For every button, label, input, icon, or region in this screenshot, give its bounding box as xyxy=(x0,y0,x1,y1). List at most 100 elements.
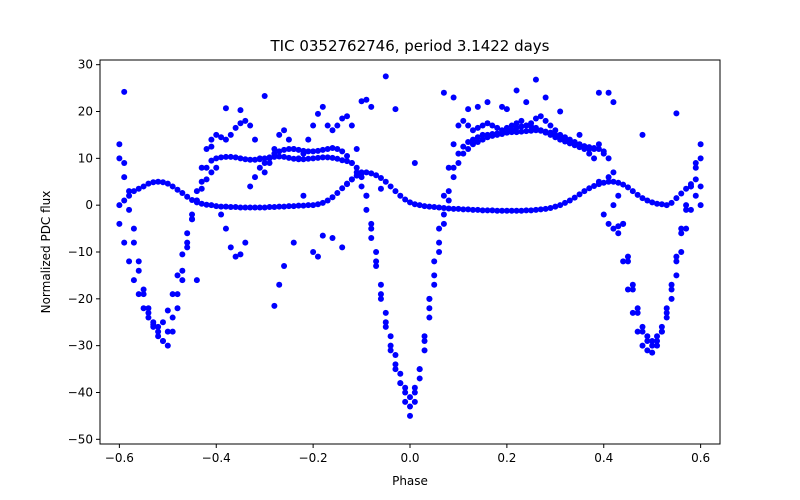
data-point xyxy=(213,131,220,138)
data-point xyxy=(639,195,646,202)
data-point xyxy=(547,122,554,129)
data-point xyxy=(227,131,234,138)
data-point xyxy=(281,263,288,270)
data-point xyxy=(663,202,670,209)
data-point xyxy=(620,220,627,227)
data-point xyxy=(600,150,607,157)
data-point xyxy=(426,203,433,210)
data-point xyxy=(605,220,612,227)
data-point xyxy=(595,89,602,96)
data-point xyxy=(407,403,413,410)
x-tick-label: 0.2 xyxy=(497,451,516,465)
x-tick-label: 0.6 xyxy=(691,451,710,465)
data-point xyxy=(416,366,423,373)
data-point xyxy=(673,253,680,260)
data-point xyxy=(600,179,607,186)
data-point xyxy=(503,124,510,131)
data-point xyxy=(121,174,128,181)
data-point xyxy=(392,352,399,359)
data-point xyxy=(387,333,394,340)
data-point xyxy=(610,169,617,176)
data-point xyxy=(634,191,641,198)
data-point xyxy=(445,205,452,212)
data-point xyxy=(344,153,351,159)
data-point xyxy=(445,188,452,195)
data-point xyxy=(460,143,467,150)
data-point xyxy=(242,156,249,163)
data-point xyxy=(397,370,404,377)
data-point xyxy=(121,160,128,167)
data-point xyxy=(503,106,510,113)
data-point xyxy=(513,87,520,94)
data-point xyxy=(668,295,675,302)
x-tick-label: 0.4 xyxy=(594,451,613,465)
data-point xyxy=(319,146,326,153)
data-point xyxy=(184,244,191,251)
data-point xyxy=(586,185,593,192)
data-point xyxy=(465,138,472,145)
data-point xyxy=(469,136,476,143)
data-point xyxy=(678,190,685,197)
data-point xyxy=(479,136,486,143)
x-axis-ticks: −0.6 −0.4 −0.2 0.0 0.2 0.4 0.6 xyxy=(105,444,710,465)
data-point xyxy=(382,73,389,80)
data-point xyxy=(581,143,588,150)
data-point xyxy=(523,128,530,135)
data-point xyxy=(634,305,641,312)
data-point xyxy=(290,145,297,152)
data-point xyxy=(218,203,225,210)
data-point xyxy=(363,96,370,103)
data-point xyxy=(300,202,307,209)
data-point xyxy=(222,136,229,143)
data-point xyxy=(595,145,602,152)
data-point xyxy=(252,156,258,163)
data-point xyxy=(426,295,433,302)
data-point xyxy=(484,207,491,214)
data-point xyxy=(213,203,220,210)
data-point xyxy=(281,146,288,153)
data-point xyxy=(431,272,438,279)
data-point xyxy=(620,258,627,265)
data-point xyxy=(440,89,447,96)
data-point xyxy=(252,204,258,211)
data-point xyxy=(683,206,690,213)
data-point xyxy=(654,333,661,340)
data-point xyxy=(411,398,418,405)
data-point xyxy=(465,206,472,213)
data-point xyxy=(634,309,641,316)
data-point xyxy=(678,225,685,232)
data-point xyxy=(508,127,515,134)
data-point xyxy=(281,203,288,210)
data-point xyxy=(252,136,258,143)
data-point xyxy=(290,203,297,210)
data-point xyxy=(484,120,491,127)
data-point xyxy=(276,203,283,210)
data-point xyxy=(179,189,186,196)
data-point xyxy=(489,207,496,214)
y-tick-label: 30 xyxy=(78,58,93,72)
data-point xyxy=(164,328,171,335)
data-point xyxy=(402,384,409,391)
data-point xyxy=(494,124,501,131)
data-point xyxy=(126,188,133,195)
data-point xyxy=(644,197,651,204)
y-tick-label: −20 xyxy=(68,292,93,306)
data-point xyxy=(649,342,656,349)
data-point xyxy=(513,207,520,214)
data-point xyxy=(329,194,336,201)
data-point xyxy=(644,347,651,354)
data-point xyxy=(639,342,646,349)
data-point xyxy=(121,88,128,95)
data-point xyxy=(465,122,472,129)
data-point xyxy=(314,201,321,208)
data-point xyxy=(155,333,162,340)
data-point xyxy=(324,122,331,129)
data-point xyxy=(300,156,307,163)
data-point xyxy=(314,147,321,154)
data-point xyxy=(634,328,641,335)
data-point xyxy=(673,272,680,279)
data-point xyxy=(552,203,559,210)
data-point xyxy=(683,225,690,232)
plot-area xyxy=(100,60,720,444)
data-point xyxy=(271,145,278,152)
